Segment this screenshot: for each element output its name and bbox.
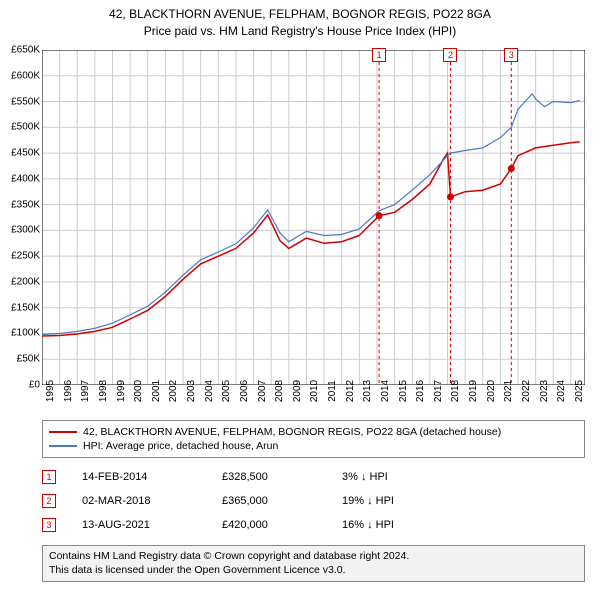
sale-marker-box: 1 (42, 470, 56, 484)
x-tick-label: 2001 (151, 380, 162, 402)
x-tick-label: 2013 (362, 380, 373, 402)
x-tick-label: 2018 (450, 380, 461, 402)
x-tick-label: 2011 (327, 380, 338, 402)
sales-table: 1 14-FEB-2014£328,5003% ↓ HPI 2 02-MAR-2018… (42, 465, 585, 537)
x-tick-label: 2015 (398, 380, 409, 402)
y-tick-label: £500K (4, 122, 40, 133)
y-tick-label: £600K (4, 70, 40, 81)
sale-row: 3 13-AUG-2021£420,00016% ↓ HPI (42, 513, 585, 537)
attribution-line-1: Contains HM Land Registry data © Crown c… (49, 550, 578, 564)
y-tick-label: £150K (4, 302, 40, 313)
chart-plot-area (42, 50, 585, 385)
legend-row: HPI: Average price, detached house, Arun (49, 439, 578, 453)
sale-marker-box: 2 (42, 494, 56, 508)
x-tick-label: 1998 (98, 380, 109, 402)
attribution-line-2: This data is licensed under the Open Gov… (49, 564, 578, 578)
sale-row: 1 14-FEB-2014£328,5003% ↓ HPI (42, 465, 585, 489)
x-tick-label: 1996 (63, 380, 74, 402)
x-tick-label: 2009 (292, 380, 303, 402)
y-tick-label: £650K (4, 45, 40, 56)
x-tick-label: 2017 (433, 380, 444, 402)
y-tick-label: £400K (4, 173, 40, 184)
x-tick-label: 2024 (556, 380, 567, 402)
chart-svg (42, 50, 585, 385)
y-tick-label: £250K (4, 251, 40, 262)
x-tick-label: 2025 (574, 380, 585, 402)
x-tick-label: 2021 (503, 380, 514, 402)
sale-diff: 19% ↓ HPI (342, 495, 442, 507)
x-tick-label: 2022 (521, 380, 532, 402)
title-block: 42, BLACKTHORN AVENUE, FELPHAM, BOGNOR R… (0, 0, 600, 40)
sale-diff: 3% ↓ HPI (342, 471, 442, 483)
x-tick-label: 2008 (274, 380, 285, 402)
y-tick-label: £0 (4, 380, 40, 391)
y-tick-label: £100K (4, 328, 40, 339)
title-line-2: Price paid vs. HM Land Registry's House … (0, 23, 600, 40)
x-tick-label: 2000 (133, 380, 144, 402)
sale-marker-box: 3 (42, 518, 56, 532)
y-tick-label: £550K (4, 96, 40, 107)
legend-label: HPI: Average price, detached house, Arun (83, 440, 278, 452)
x-tick-label: 2019 (468, 380, 479, 402)
x-tick-label: 2020 (486, 380, 497, 402)
x-tick-label: 2014 (380, 380, 391, 402)
x-tick-label: 2002 (168, 380, 179, 402)
chart-container: 42, BLACKTHORN AVENUE, FELPHAM, BOGNOR R… (0, 0, 600, 590)
x-tick-label: 2003 (186, 380, 197, 402)
sale-date: 13-AUG-2021 (82, 519, 222, 531)
sale-date: 02-MAR-2018 (82, 495, 222, 507)
legend-swatch (49, 445, 77, 447)
x-tick-label: 2012 (345, 380, 356, 402)
x-tick-label: 2016 (415, 380, 426, 402)
y-tick-label: £300K (4, 225, 40, 236)
x-tick-label: 1999 (116, 380, 127, 402)
sale-row: 2 02-MAR-2018£365,00019% ↓ HPI (42, 489, 585, 513)
x-tick-label: 2007 (257, 380, 268, 402)
y-tick-label: £450K (4, 148, 40, 159)
event-marker-box: 3 (504, 48, 518, 62)
event-marker-box: 2 (443, 48, 457, 62)
legend-label: 42, BLACKTHORN AVENUE, FELPHAM, BOGNOR R… (83, 426, 501, 438)
x-tick-label: 2010 (309, 380, 320, 402)
legend: 42, BLACKTHORN AVENUE, FELPHAM, BOGNOR R… (42, 420, 585, 458)
x-tick-label: 2023 (539, 380, 550, 402)
x-tick-label: 2005 (221, 380, 232, 402)
x-tick-label: 2006 (239, 380, 250, 402)
sale-price: £420,000 (222, 519, 342, 531)
y-tick-label: £200K (4, 276, 40, 287)
legend-row: 42, BLACKTHORN AVENUE, FELPHAM, BOGNOR R… (49, 425, 578, 439)
title-line-1: 42, BLACKTHORN AVENUE, FELPHAM, BOGNOR R… (0, 6, 600, 23)
sale-price: £328,500 (222, 471, 342, 483)
sale-price: £365,000 (222, 495, 342, 507)
x-tick-label: 1995 (45, 380, 56, 402)
y-tick-label: £50K (4, 354, 40, 365)
legend-swatch (49, 431, 77, 433)
x-tick-label: 2004 (204, 380, 215, 402)
y-tick-label: £350K (4, 199, 40, 210)
sale-date: 14-FEB-2014 (82, 471, 222, 483)
sale-diff: 16% ↓ HPI (342, 519, 442, 531)
x-tick-label: 1997 (80, 380, 91, 402)
event-marker-box: 1 (372, 48, 386, 62)
attribution: Contains HM Land Registry data © Crown c… (42, 545, 585, 582)
